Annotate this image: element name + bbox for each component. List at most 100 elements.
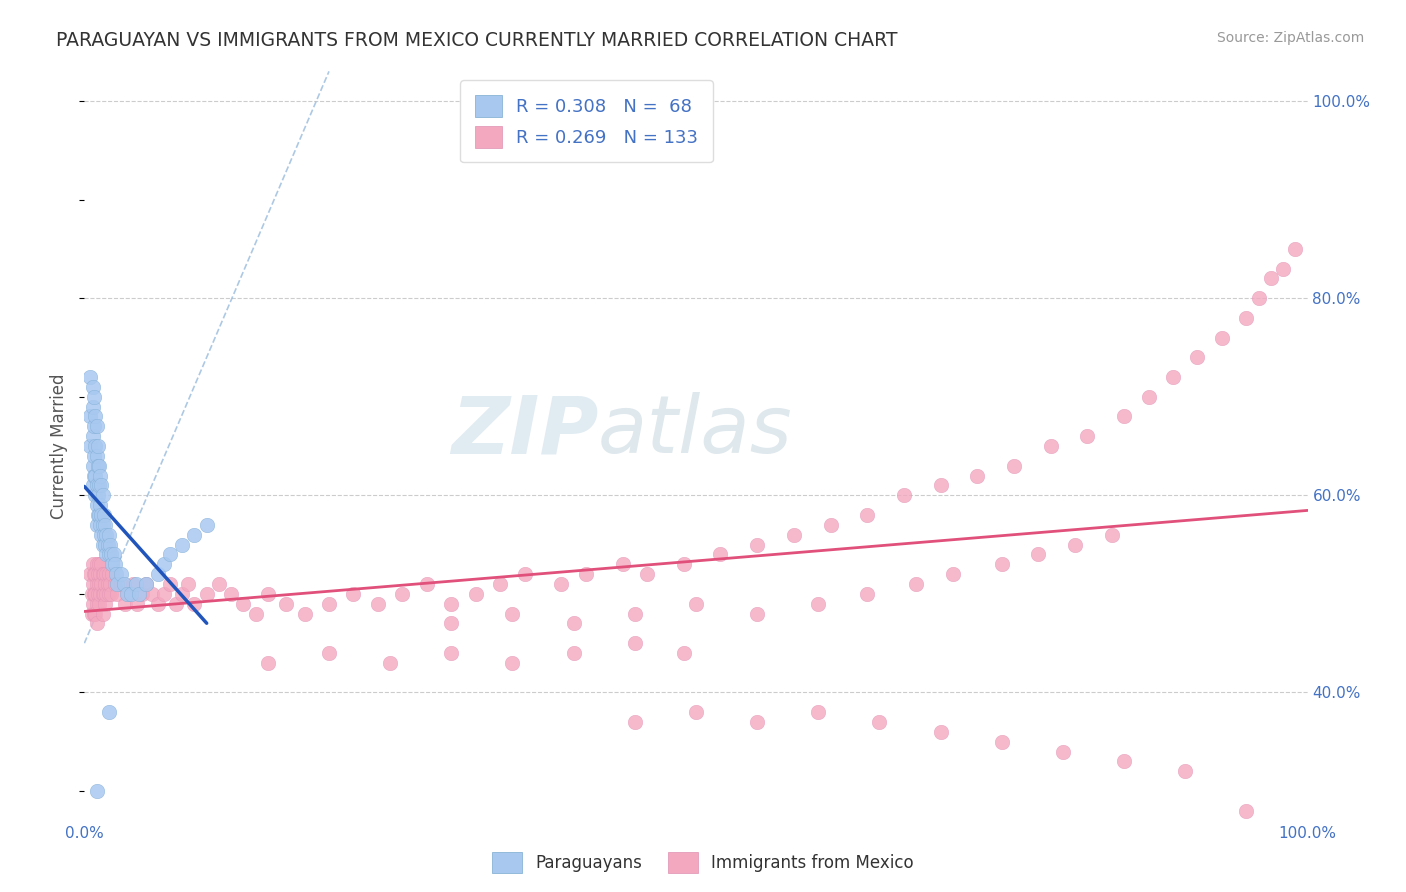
Point bbox=[807, 705, 830, 719]
Point bbox=[84, 488, 107, 502]
Text: Source: ZipAtlas.com: Source: ZipAtlas.com bbox=[1216, 31, 1364, 45]
Point bbox=[672, 558, 695, 572]
Point bbox=[685, 597, 707, 611]
Legend: Paraguayans, Immigrants from Mexico: Paraguayans, Immigrants from Mexico bbox=[485, 846, 921, 880]
Point bbox=[117, 587, 139, 601]
Point bbox=[177, 577, 200, 591]
Point bbox=[86, 498, 108, 512]
Point bbox=[103, 548, 125, 562]
Point bbox=[84, 607, 107, 621]
Point bbox=[991, 735, 1014, 749]
Point bbox=[502, 656, 524, 670]
Point bbox=[440, 646, 463, 660]
Point bbox=[1247, 291, 1270, 305]
Point bbox=[87, 508, 110, 522]
Point bbox=[115, 587, 138, 601]
Point bbox=[966, 468, 988, 483]
Point bbox=[79, 409, 101, 424]
Point bbox=[82, 478, 104, 492]
Point bbox=[562, 616, 585, 631]
Point bbox=[86, 478, 108, 492]
Point bbox=[83, 390, 105, 404]
Point bbox=[159, 577, 181, 591]
Point bbox=[93, 508, 115, 522]
Point bbox=[96, 527, 118, 541]
Point bbox=[87, 567, 110, 582]
Point bbox=[416, 577, 439, 591]
Text: atlas: atlas bbox=[598, 392, 793, 470]
Point bbox=[141, 587, 163, 601]
Point bbox=[90, 508, 112, 522]
Point bbox=[1002, 458, 1025, 473]
Point bbox=[105, 577, 128, 591]
Point bbox=[84, 409, 107, 424]
Point bbox=[86, 616, 108, 631]
Point bbox=[86, 558, 108, 572]
Point bbox=[94, 577, 117, 591]
Point bbox=[90, 558, 112, 572]
Point bbox=[104, 577, 127, 591]
Point bbox=[86, 419, 108, 434]
Point bbox=[82, 429, 104, 443]
Point bbox=[856, 587, 879, 601]
Point bbox=[232, 597, 254, 611]
Point bbox=[91, 488, 114, 502]
Point bbox=[82, 597, 104, 611]
Point bbox=[1272, 261, 1295, 276]
Point bbox=[86, 784, 108, 798]
Point bbox=[97, 705, 120, 719]
Point bbox=[79, 370, 101, 384]
Point bbox=[98, 538, 121, 552]
Point bbox=[125, 577, 148, 591]
Point bbox=[1028, 548, 1050, 562]
Point bbox=[1161, 370, 1184, 384]
Point bbox=[807, 597, 830, 611]
Point bbox=[747, 538, 769, 552]
Point bbox=[93, 527, 115, 541]
Point bbox=[98, 577, 121, 591]
Point bbox=[380, 656, 402, 670]
Point bbox=[440, 616, 463, 631]
Point bbox=[86, 449, 108, 463]
Point bbox=[96, 567, 118, 582]
Point bbox=[367, 597, 389, 611]
Point bbox=[91, 607, 114, 621]
Point bbox=[79, 567, 101, 582]
Legend: R = 0.308   N =  68, R = 0.269   N = 133: R = 0.308 N = 68, R = 0.269 N = 133 bbox=[460, 80, 713, 162]
Point bbox=[80, 607, 103, 621]
Point bbox=[550, 577, 572, 591]
Point bbox=[1052, 745, 1074, 759]
Point bbox=[1039, 439, 1062, 453]
Point bbox=[1064, 538, 1087, 552]
Point bbox=[747, 714, 769, 729]
Point bbox=[502, 607, 524, 621]
Point bbox=[97, 567, 120, 582]
Point bbox=[87, 508, 110, 522]
Point bbox=[125, 597, 148, 611]
Point bbox=[318, 646, 340, 660]
Point bbox=[91, 538, 114, 552]
Point bbox=[893, 488, 915, 502]
Point bbox=[84, 587, 107, 601]
Point bbox=[135, 577, 157, 591]
Point bbox=[86, 597, 108, 611]
Point bbox=[159, 548, 181, 562]
Point bbox=[84, 468, 107, 483]
Point bbox=[120, 587, 142, 601]
Point bbox=[90, 527, 112, 541]
Point bbox=[97, 527, 120, 541]
Point bbox=[97, 587, 120, 601]
Point bbox=[1236, 310, 1258, 325]
Point bbox=[624, 636, 647, 650]
Point bbox=[83, 587, 105, 601]
Point bbox=[1284, 242, 1306, 256]
Point bbox=[86, 517, 108, 532]
Point bbox=[747, 607, 769, 621]
Point bbox=[195, 517, 218, 532]
Point bbox=[440, 597, 463, 611]
Point bbox=[146, 567, 169, 582]
Point bbox=[82, 577, 104, 591]
Point bbox=[105, 587, 128, 601]
Point bbox=[100, 587, 122, 601]
Point bbox=[83, 468, 105, 483]
